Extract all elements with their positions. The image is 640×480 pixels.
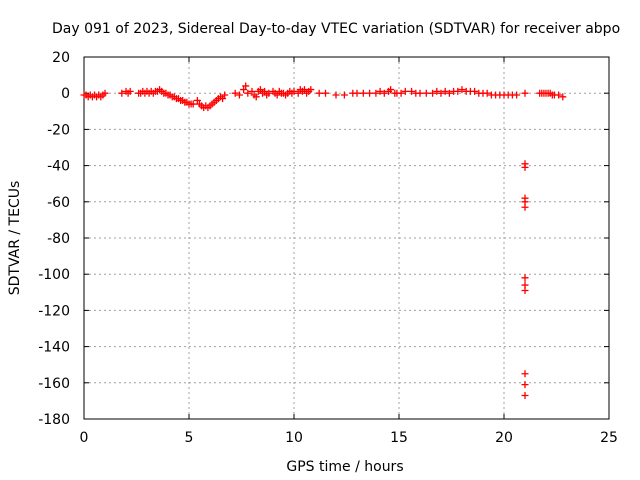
data-point (471, 87, 479, 95)
x-axis-label: GPS time / hours (286, 459, 403, 475)
data-point (193, 96, 201, 104)
data-point (521, 203, 529, 211)
data-point (521, 274, 529, 282)
data-point (340, 91, 348, 99)
data-point (256, 86, 264, 94)
data-point (397, 89, 405, 97)
data-point (366, 89, 374, 97)
data-point (315, 89, 323, 97)
y-tick-label: -100 (38, 267, 70, 283)
data-point (559, 93, 567, 101)
data-point (221, 91, 229, 99)
x-tick-label: 15 (390, 430, 408, 446)
data-point (521, 286, 529, 294)
data-point (101, 89, 109, 97)
data-point (380, 89, 388, 97)
data-series (80, 82, 567, 399)
data-point (231, 89, 239, 97)
data-point (126, 87, 134, 95)
y-tick-label: -40 (47, 159, 70, 175)
data-point (521, 163, 529, 171)
data-point (521, 391, 529, 399)
data-point (458, 86, 466, 94)
data-point (483, 89, 491, 97)
data-point (248, 87, 256, 95)
data-point (322, 89, 329, 97)
data-point (294, 89, 302, 97)
data-point (387, 86, 395, 94)
data-point (261, 87, 269, 95)
tick-labels: 0 5 10 15 20 25 20 0 -20 -40 -60 -80 -100 -120 -140 -16… (38, 50, 618, 446)
data-point (454, 87, 462, 95)
data-point (441, 87, 449, 95)
data-point (219, 95, 227, 103)
data-point (422, 89, 430, 97)
axes (83, 56, 610, 420)
data-point (521, 381, 529, 389)
data-point (273, 91, 281, 99)
data-point (332, 91, 340, 99)
data-point (513, 91, 521, 99)
data-point (555, 91, 563, 99)
data-point (401, 87, 409, 95)
y-tick-label: 20 (52, 50, 70, 66)
data-point (242, 82, 250, 90)
data-point (353, 89, 361, 97)
x-tick-label: 5 (185, 430, 194, 446)
data-point (359, 89, 367, 97)
data-point (521, 370, 529, 378)
data-point (429, 89, 437, 97)
data-point (252, 93, 260, 101)
x-tick-label: 0 (80, 430, 89, 446)
y-tick-label: -60 (47, 195, 70, 211)
y-tick-label: -80 (47, 231, 70, 247)
y-axis-label: SDTVAR / TECUs (7, 181, 23, 296)
data-point (372, 89, 380, 97)
x-tick-label: 25 (600, 430, 618, 446)
data-point (437, 89, 445, 97)
y-tick-label: -160 (38, 376, 70, 392)
chart-title: Day 091 of 2023, Sidereal Day-to-day VTE… (52, 21, 620, 37)
x-tick-label: 20 (495, 430, 513, 446)
y-tick-label: -140 (38, 340, 70, 356)
data-point (376, 87, 384, 95)
data-point (408, 87, 416, 95)
data-point (240, 86, 248, 94)
data-point (290, 87, 298, 95)
y-tick-label: -180 (38, 412, 70, 428)
y-tick-label: 0 (61, 86, 70, 102)
grid (84, 57, 609, 419)
y-tick-label: -120 (38, 303, 70, 319)
data-point (244, 89, 252, 97)
data-point (301, 86, 308, 94)
data-point (307, 86, 315, 94)
x-tick-label: 10 (285, 430, 303, 446)
data-point (521, 89, 529, 97)
data-point (189, 100, 197, 108)
y-tick-label: -20 (47, 122, 70, 138)
data-point (118, 89, 126, 97)
data-point (235, 91, 243, 99)
data-point (433, 87, 441, 95)
data-point (445, 89, 453, 97)
data-point (265, 89, 273, 97)
data-point (416, 89, 424, 97)
